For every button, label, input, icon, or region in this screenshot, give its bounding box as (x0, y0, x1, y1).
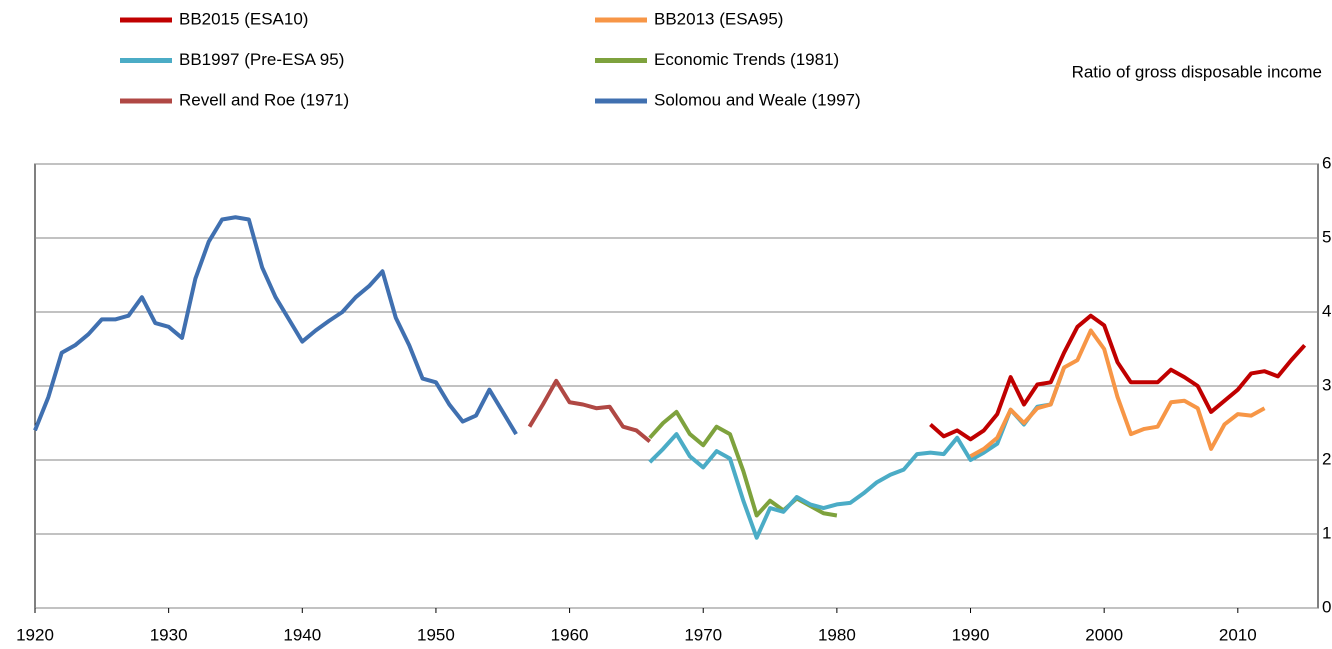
x-tick-label: 2000 (1085, 625, 1123, 644)
series-line (929, 313, 1307, 442)
x-tick-label: 2010 (1219, 625, 1257, 644)
series-line (969, 328, 1266, 459)
x-tick-label: 1960 (551, 625, 589, 644)
y-tick-label: 2 (1322, 449, 1331, 468)
x-tick-label: 1990 (952, 625, 990, 644)
y-tick-label: 5 (1322, 227, 1331, 246)
x-tick-label: 1970 (684, 625, 722, 644)
legend-label: BB2013 (ESA95) (654, 9, 783, 28)
legend-label: Revell and Roe (1971) (179, 90, 349, 109)
y-axis-label: Ratio of gross disposable income (1072, 62, 1322, 81)
legend-label: Solomou and Weale (1997) (654, 90, 861, 109)
series-line (648, 366, 1066, 540)
y-tick-label: 4 (1322, 301, 1331, 320)
series-line (527, 378, 652, 444)
legend-label: BB1997 (Pre-ESA 95) (179, 50, 344, 69)
y-tick-label: 1 (1322, 523, 1331, 542)
x-tick-label: 1940 (283, 625, 321, 644)
x-tick-label: 1930 (150, 625, 188, 644)
legend-label: BB2015 (ESA10) (179, 9, 308, 28)
y-tick-label: 0 (1322, 597, 1331, 616)
x-tick-label: 1950 (417, 625, 455, 644)
x-tick-label: 1920 (16, 625, 54, 644)
legend-label: Economic Trends (1981) (654, 50, 839, 69)
y-tick-label: 6 (1322, 153, 1331, 172)
x-tick-label: 1980 (818, 625, 856, 644)
series-line (33, 215, 518, 436)
y-tick-label: 3 (1322, 375, 1331, 394)
